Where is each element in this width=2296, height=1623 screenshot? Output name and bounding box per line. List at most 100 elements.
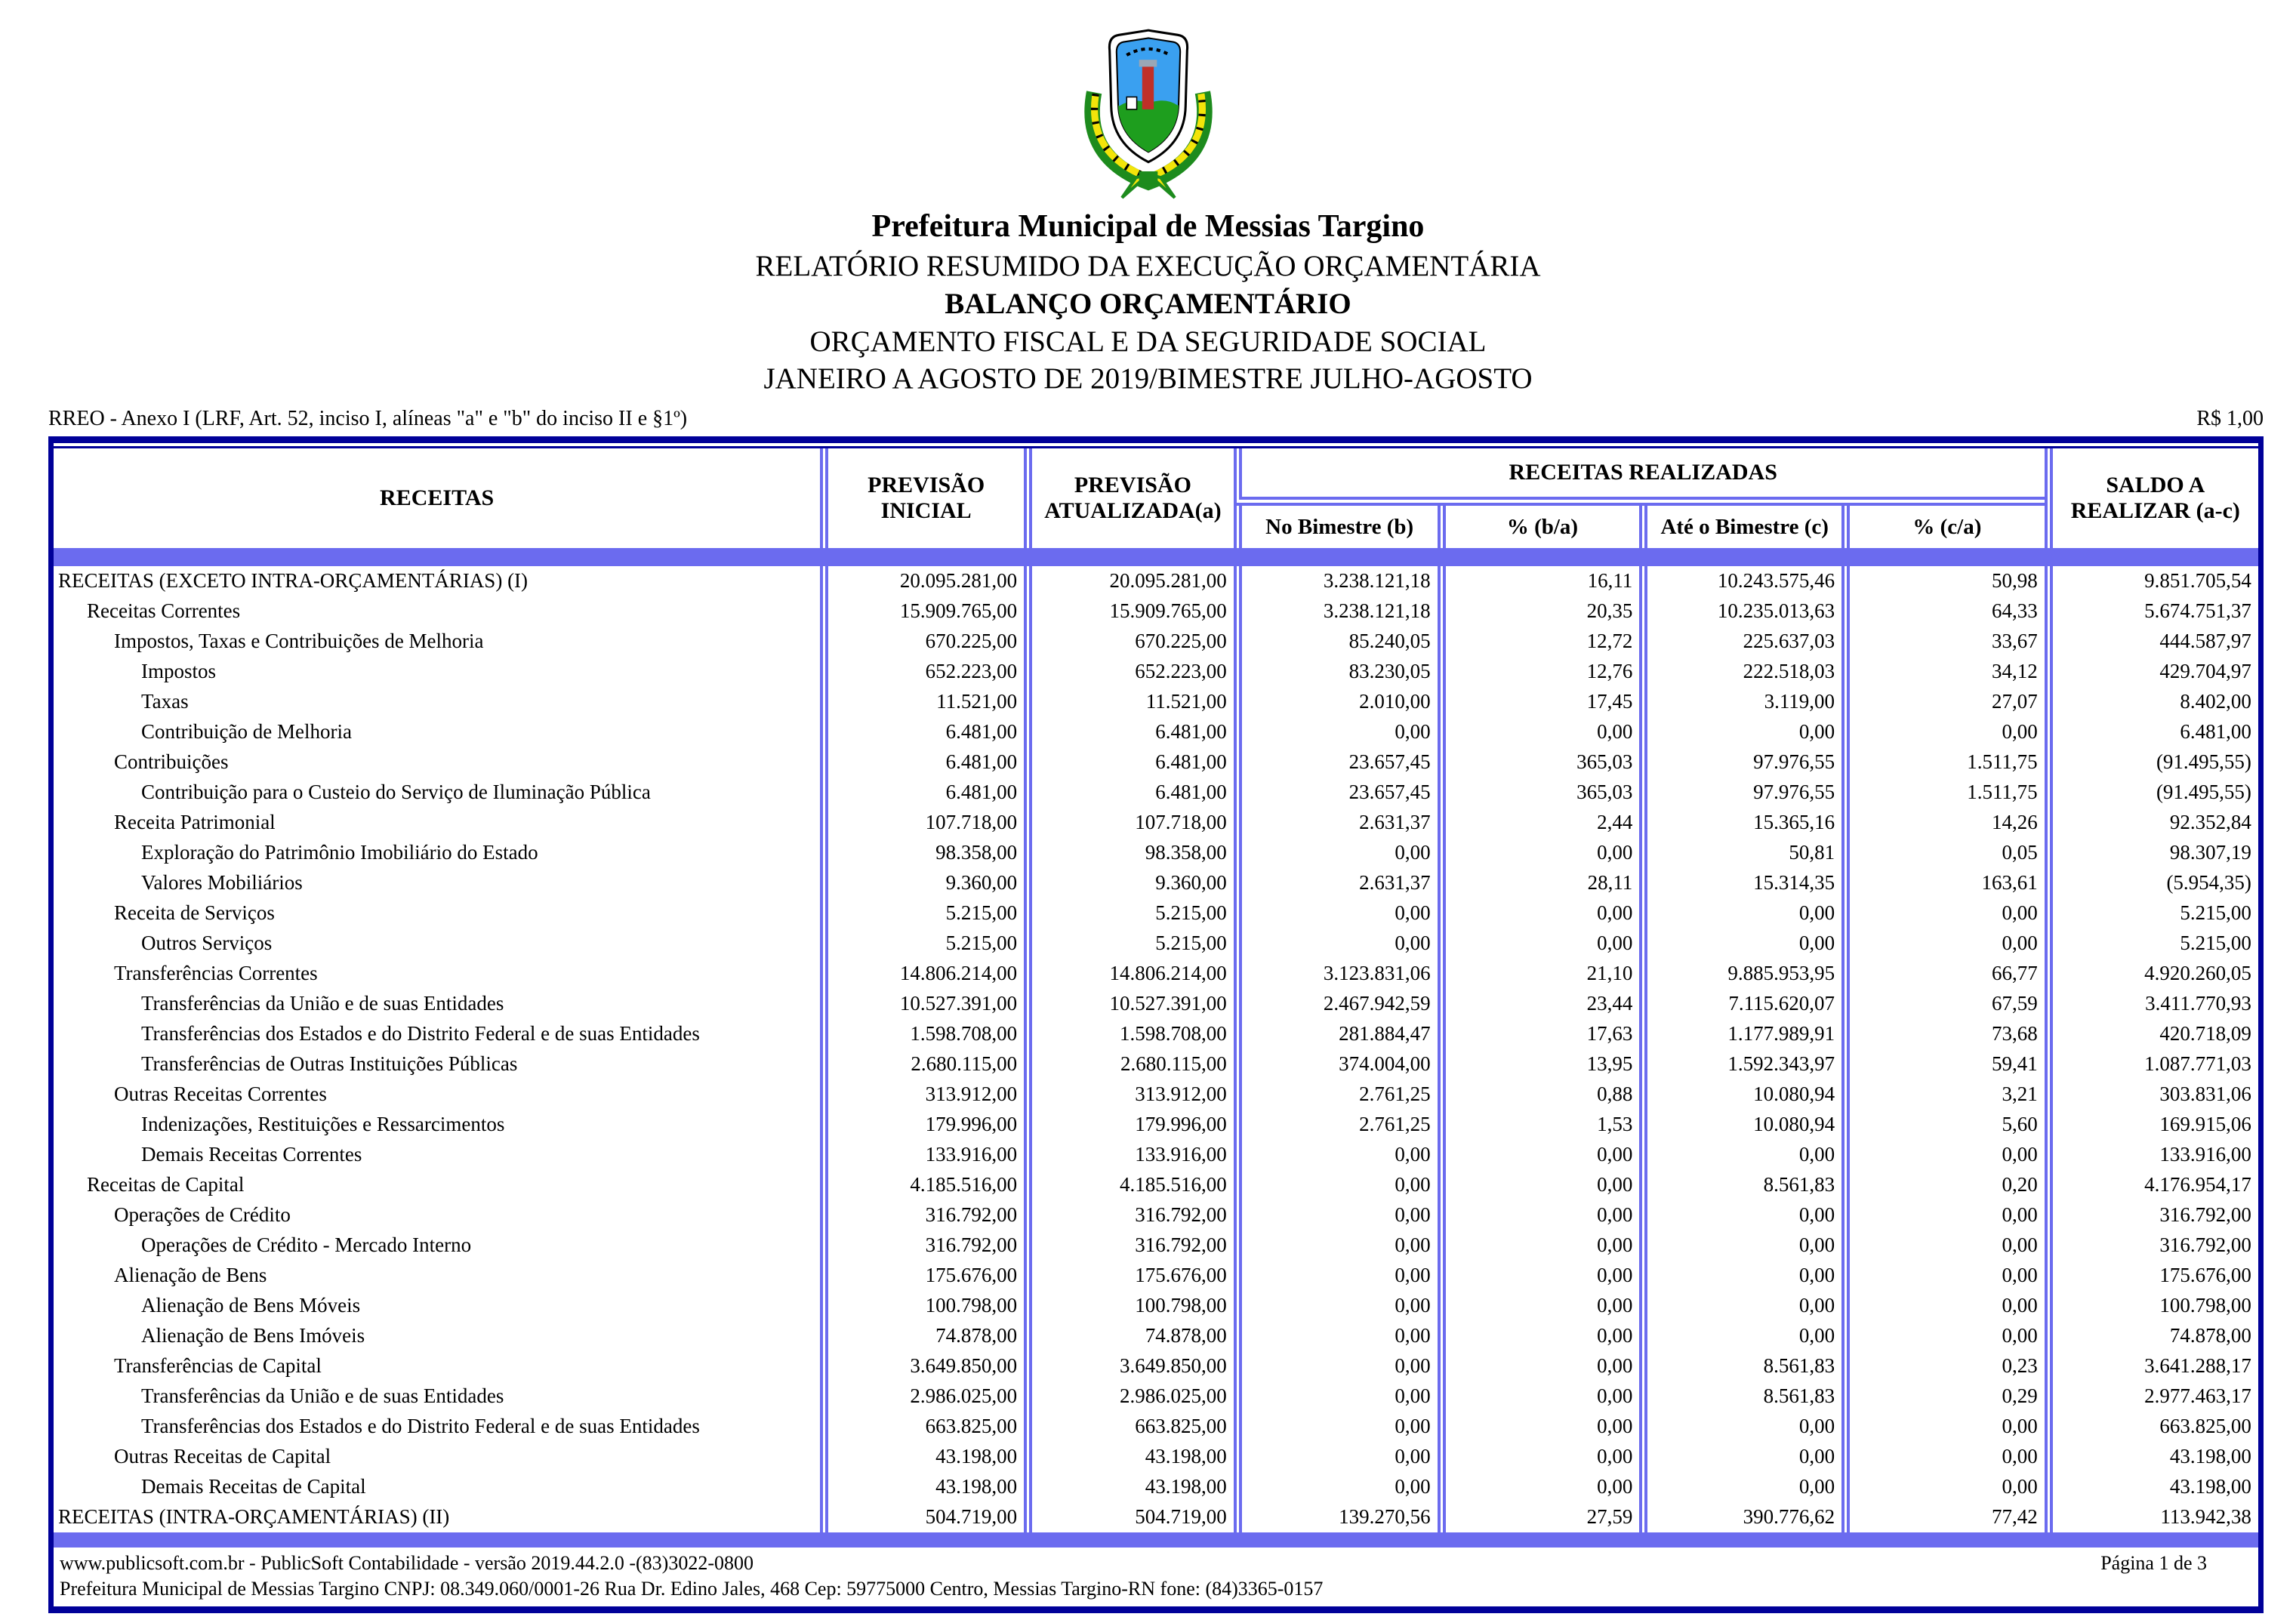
row-label: Demais Receitas de Capital bbox=[141, 1475, 366, 1498]
row-value: 0,00 bbox=[1233, 1442, 1438, 1472]
row-label: Transferências dos Estados e do Distrito… bbox=[141, 1415, 700, 1437]
col-header-receitas-realizadas: RECEITAS REALIZADAS bbox=[1233, 448, 2045, 506]
row-value: 0,00 bbox=[1841, 1261, 2045, 1291]
report-name: RELATÓRIO RESUMIDO DA EXECUÇÃO ORÇAMENTÁ… bbox=[755, 249, 1541, 282]
table-top-border bbox=[54, 436, 2258, 443]
title-block: Prefeitura Municipal de Messias Targino … bbox=[0, 207, 2296, 398]
row-label: Outros Serviços bbox=[141, 932, 273, 954]
table-row: Receitas Correntes 15.909.765,00 15.909.76… bbox=[54, 596, 2258, 627]
row-value: 15.909.765,00 bbox=[820, 596, 1024, 627]
row-value: 663.825,00 bbox=[1024, 1412, 1234, 1442]
row-value: 133.916,00 bbox=[1024, 1140, 1234, 1170]
row-value: 0,88 bbox=[1437, 1079, 1640, 1110]
row-value: 0,00 bbox=[1437, 1291, 1640, 1321]
row-value: 0,20 bbox=[1841, 1170, 2045, 1200]
row-value: 0,00 bbox=[1233, 1200, 1438, 1230]
row-value: 10.080,94 bbox=[1639, 1110, 1841, 1140]
table-row: Alienação de Bens Móveis 100.798,00 100.79… bbox=[54, 1291, 2258, 1321]
table-row: Transferências dos Estados e do Distrito… bbox=[54, 1019, 2258, 1049]
row-value: 2,44 bbox=[1437, 808, 1640, 838]
row-value: 3.123.831,06 bbox=[1233, 959, 1438, 989]
row-value: 5.215,00 bbox=[1024, 929, 1234, 959]
row-value: 67,59 bbox=[1841, 989, 2045, 1019]
row-value: 12,76 bbox=[1437, 657, 1640, 687]
row-value: 9.885.953,95 bbox=[1639, 959, 1841, 989]
row-value: 0,00 bbox=[1437, 1472, 1640, 1502]
row-value: 92.352,84 bbox=[2044, 808, 2258, 838]
table-row: Alienação de Bens 175.676,00 175.676,00 0,0… bbox=[54, 1261, 2258, 1291]
row-value: 0,00 bbox=[1233, 1351, 1438, 1381]
row-value: 11.521,00 bbox=[820, 687, 1024, 717]
row-value: 0,00 bbox=[1639, 1261, 1841, 1291]
table-row: Indenizações, Restituições e Ressarcimen… bbox=[54, 1110, 2258, 1140]
row-label: Transferências dos Estados e do Distrito… bbox=[141, 1022, 700, 1045]
footer-entity-info: Prefeitura Municipal de Messias Targino … bbox=[60, 1578, 1324, 1600]
table-row: RECEITAS (EXCETO INTRA-ORÇAMENTÁRIAS) (I… bbox=[54, 566, 2258, 596]
row-label: Valores Mobiliários bbox=[141, 871, 303, 894]
row-value: 5,60 bbox=[1841, 1110, 2045, 1140]
row-value: 0,00 bbox=[1639, 929, 1841, 959]
row-value: 1.511,75 bbox=[1841, 778, 2045, 808]
row-value: 97.976,55 bbox=[1639, 747, 1841, 778]
row-value: 6.481,00 bbox=[1024, 717, 1234, 747]
row-value: 316.792,00 bbox=[820, 1200, 1024, 1230]
row-value: 0,00 bbox=[1233, 898, 1438, 929]
row-value: 374.004,00 bbox=[1233, 1049, 1438, 1079]
row-value: 316.792,00 bbox=[1024, 1230, 1234, 1261]
table-row: Receita Patrimonial 107.718,00 107.718,00 2… bbox=[54, 808, 2258, 838]
page-indicator: Página 1 de 3 bbox=[2100, 1552, 2207, 1574]
row-value: 0,00 bbox=[1639, 1291, 1841, 1321]
row-value: 0,00 bbox=[1841, 1412, 2045, 1442]
table-row: Alienação de Bens Imóveis 74.878,00 74.878… bbox=[54, 1321, 2258, 1351]
row-value: 0,00 bbox=[1639, 1321, 1841, 1351]
row-value: 0,00 bbox=[1233, 1170, 1438, 1200]
row-value: 113.942,38 bbox=[2044, 1502, 2258, 1532]
row-value: 43.198,00 bbox=[820, 1442, 1024, 1472]
row-value: 444.587,97 bbox=[2044, 627, 2258, 657]
row-value: 2.986.025,00 bbox=[820, 1381, 1024, 1412]
row-value: 0,00 bbox=[1437, 1412, 1640, 1442]
table-row: Transferências Correntes 14.806.214,00 14.… bbox=[54, 959, 2258, 989]
row-label: Contribuição de Melhoria bbox=[141, 720, 352, 743]
row-label: RECEITAS (EXCETO INTRA-ORÇAMENTÁRIAS) (I… bbox=[58, 569, 529, 592]
row-value: 12,72 bbox=[1437, 627, 1640, 657]
table-bottom-band bbox=[54, 1532, 2258, 1548]
row-value: 0,00 bbox=[1233, 929, 1438, 959]
row-value: 10.243.575,46 bbox=[1639, 566, 1841, 596]
row-value: 663.825,00 bbox=[2044, 1412, 2258, 1442]
row-value: 13,95 bbox=[1437, 1049, 1640, 1079]
table-row: RECEITAS (INTRA-ORÇAMENTÁRIAS) (II) 504.7… bbox=[54, 1502, 2258, 1532]
row-value: 74.878,00 bbox=[820, 1321, 1024, 1351]
row-label: Alienação de Bens Imóveis bbox=[141, 1324, 365, 1347]
table-row: Exploração do Patrimônio Imobiliário do … bbox=[54, 838, 2258, 868]
row-value: 9.360,00 bbox=[820, 868, 1024, 898]
row-value: 4.185.516,00 bbox=[1024, 1170, 1234, 1200]
row-value: 0,00 bbox=[1437, 1381, 1640, 1412]
row-value: 169.915,06 bbox=[2044, 1110, 2258, 1140]
row-value: 0,00 bbox=[1233, 717, 1438, 747]
row-value: 3.119,00 bbox=[1639, 687, 1841, 717]
row-value: (5.954,35) bbox=[2044, 868, 2258, 898]
row-value: 5.215,00 bbox=[820, 929, 1024, 959]
col-header-ate-bimestre: Até o Bimestre (c) bbox=[1639, 506, 1841, 548]
row-value: 50,98 bbox=[1841, 566, 2045, 596]
row-value: 281.884,47 bbox=[1233, 1019, 1438, 1049]
row-value: 6.481,00 bbox=[2044, 717, 2258, 747]
row-label: Outras Receitas Correntes bbox=[114, 1083, 327, 1105]
report-footer: www.publicsoft.com.br - PublicSoft Conta… bbox=[54, 1548, 2258, 1606]
row-value: 0,00 bbox=[1437, 1261, 1640, 1291]
row-value: 0,00 bbox=[1841, 1472, 2045, 1502]
row-value: 43.198,00 bbox=[820, 1472, 1024, 1502]
row-value: 8.561,83 bbox=[1639, 1351, 1841, 1381]
row-value: 15.314,35 bbox=[1639, 868, 1841, 898]
row-value: 83.230,05 bbox=[1233, 657, 1438, 687]
row-value: 11.521,00 bbox=[1024, 687, 1234, 717]
row-value: 73,68 bbox=[1841, 1019, 2045, 1049]
row-value: 3.641.288,17 bbox=[2044, 1351, 2258, 1381]
row-value: 8.561,83 bbox=[1639, 1381, 1841, 1412]
row-value: 100.798,00 bbox=[1024, 1291, 1234, 1321]
row-label: Transferências de Capital bbox=[114, 1354, 322, 1377]
row-value: 1,53 bbox=[1437, 1110, 1640, 1140]
row-label: Impostos bbox=[141, 660, 217, 682]
row-value: 50,81 bbox=[1639, 838, 1841, 868]
